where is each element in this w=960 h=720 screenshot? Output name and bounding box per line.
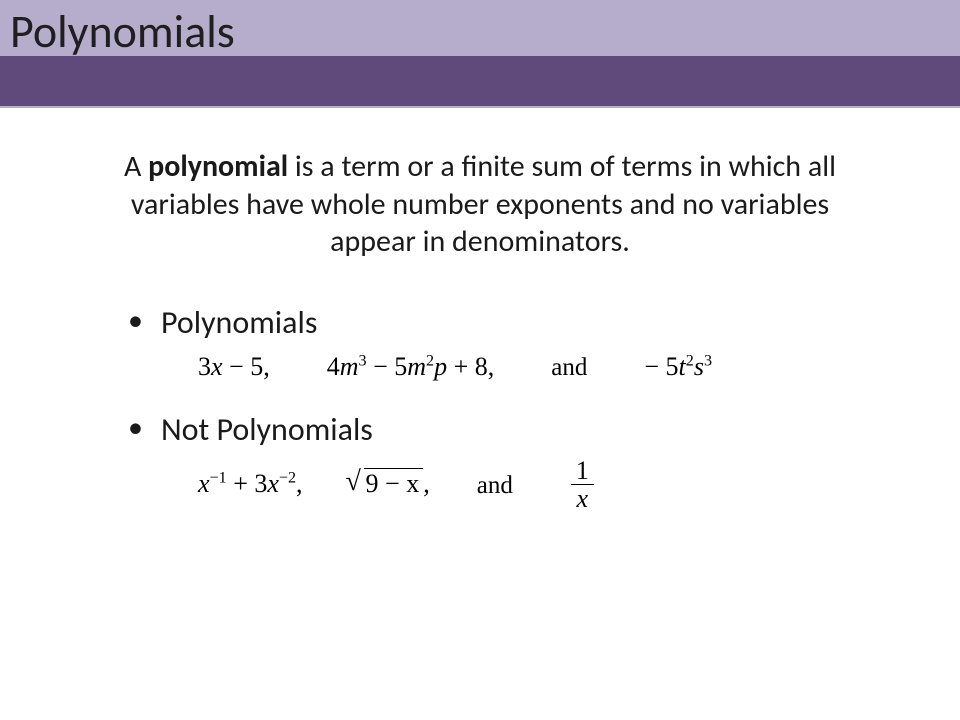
poly-ex-1: 3x − 5, [198, 352, 270, 381]
notpoly-ex-1: x−1 + 3x−2, [198, 469, 303, 498]
sqrt-comma: , [423, 469, 430, 498]
content-area: A polynomial is a term or a finite sum o… [0, 108, 960, 514]
bullet-dot-icon: • [128, 303, 143, 339]
radicand: 9 − x [364, 468, 424, 499]
and-word-2: and [477, 471, 513, 498]
definition-prefix: A [124, 148, 148, 185]
title-bar [0, 56, 960, 106]
slide-title: Polynomials [10, 4, 235, 60]
frac-numerator: 1 [570, 457, 595, 484]
and-word-1: and [551, 354, 587, 381]
notpoly-ex-3: 1 x [570, 469, 595, 498]
bullet-polynomials: • Polynomials [128, 303, 880, 342]
poly-ex-3: − 5t2s3 [644, 352, 712, 381]
notpoly-ex-2: 9 − x, [350, 469, 437, 498]
bullet-list: • Polynomials 3x − 5, 4m3 − 5m2p + 8, an… [80, 303, 880, 515]
bullet-not-polynomials-label: Not Polynomials [161, 410, 373, 449]
definition-keyword: polynomial [148, 148, 288, 185]
bullet-dot-icon: • [128, 410, 143, 446]
notpoly-examples-line: x−1 + 3x−2, 9 − x, and 1 x [198, 459, 880, 515]
bullet-not-polynomials: • Not Polynomials [128, 410, 880, 449]
frac-denominator: x [571, 484, 595, 512]
poly-examples-line: 3x − 5, 4m3 − 5m2p + 8, and − 5t2s3 [198, 352, 880, 382]
bullet-polynomials-label: Polynomials [161, 303, 317, 342]
header-band: Polynomials [0, 0, 960, 108]
slide: Polynomials A polynomial is a term or a … [0, 0, 960, 720]
poly-ex-2: 4m3 − 5m2p + 8, [327, 352, 495, 381]
definition-text: A polynomial is a term or a finite sum o… [80, 148, 880, 261]
